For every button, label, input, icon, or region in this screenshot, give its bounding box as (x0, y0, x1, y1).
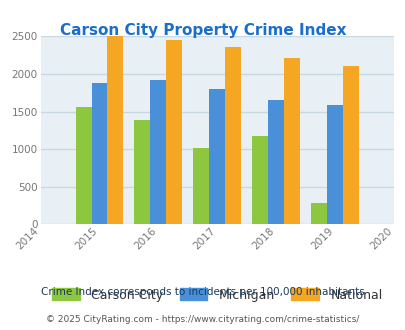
Bar (209, 88, 225, 224)
Bar (193, 148, 209, 224)
Bar (310, 203, 326, 224)
Bar (252, 136, 267, 224)
Bar (267, 100, 284, 224)
Bar (75, 107, 91, 224)
Bar (150, 80, 166, 224)
Text: © 2025 CityRating.com - https://www.cityrating.com/crime-statistics/: © 2025 CityRating.com - https://www.city… (46, 315, 359, 324)
Text: Carson City Property Crime Index: Carson City Property Crime Index (60, 23, 345, 38)
Bar (225, 47, 241, 224)
Bar (284, 58, 299, 224)
Bar (326, 105, 342, 224)
Bar (134, 120, 150, 224)
Bar (91, 83, 107, 224)
Text: Crime Index corresponds to incidents per 100,000 inhabitants: Crime Index corresponds to incidents per… (41, 287, 364, 297)
Bar (342, 66, 358, 224)
Legend: Carson City, Michigan, National: Carson City, Michigan, National (52, 288, 382, 302)
Bar (166, 40, 182, 224)
Bar (107, 36, 123, 224)
